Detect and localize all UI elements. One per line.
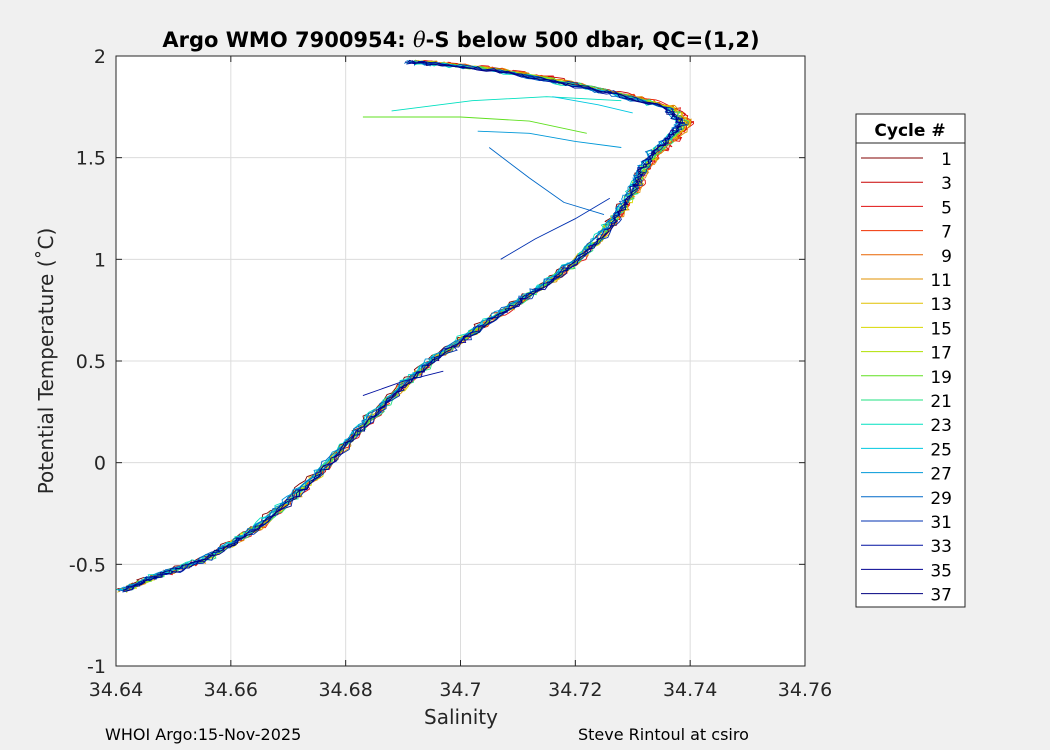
legend-label-cycle-13: 13 bbox=[930, 295, 952, 315]
legend-label-cycle-31: 31 bbox=[930, 513, 952, 533]
legend-label-cycle-15: 15 bbox=[930, 319, 952, 339]
x-tick-label: 34.68 bbox=[318, 679, 372, 701]
x-tick-label: 34.74 bbox=[663, 679, 717, 701]
legend-label-cycle-29: 29 bbox=[930, 489, 952, 509]
legend-label-cycle-7: 7 bbox=[941, 223, 952, 243]
series-excursion-cycle-23 bbox=[391, 96, 622, 112]
y-axis-label: Potential Temperature (˚C) bbox=[34, 228, 58, 495]
chart-title-prefix: Argo WMO 7900954: bbox=[162, 28, 413, 52]
legend-label-cycle-9: 9 bbox=[941, 247, 952, 267]
series-excursion-cycle-33 bbox=[362, 370, 444, 397]
legend-label-cycle-19: 19 bbox=[930, 368, 952, 388]
x-axis-label: Salinity bbox=[424, 705, 498, 729]
series-line-cycle-37 bbox=[123, 59, 683, 591]
series-lines bbox=[116, 59, 695, 593]
legend-label-cycle-25: 25 bbox=[930, 440, 952, 460]
series-excursion-cycle-27 bbox=[477, 130, 622, 148]
y-tick-label: 2 bbox=[94, 46, 106, 68]
grid-lines bbox=[116, 56, 805, 666]
legend-title: Cycle # bbox=[874, 121, 945, 141]
x-tick-label: 34.66 bbox=[204, 679, 258, 701]
x-tick-label: 34.7 bbox=[439, 679, 481, 701]
y-tick-label: -1 bbox=[87, 656, 106, 678]
y-tick-label: -0.5 bbox=[69, 554, 106, 576]
legend-box bbox=[855, 113, 966, 608]
x-tick-label: 34.76 bbox=[778, 679, 832, 701]
legend-label-cycle-23: 23 bbox=[930, 416, 952, 436]
series-excursion-cycle-31 bbox=[500, 197, 611, 260]
legend-label-cycle-5: 5 bbox=[941, 198, 952, 218]
series-excursion-cycle-25 bbox=[552, 96, 633, 114]
axis-ticks: 34.64 34.66 34.68 34.7 34.72 34.74 34.76 -1 -0.5… bbox=[69, 46, 832, 701]
x-tick-label: 34.72 bbox=[548, 679, 602, 701]
footer-source-date: WHOI Argo:15-Nov-2025 bbox=[105, 725, 302, 744]
legend-label-cycle-37: 37 bbox=[930, 586, 952, 606]
series-excursion-cycle-29 bbox=[488, 147, 605, 216]
legend-label-cycle-3: 3 bbox=[941, 174, 952, 194]
legend: Cycle # 13579111315171921232527293133353… bbox=[855, 113, 966, 608]
y-tick-label: 0.5 bbox=[76, 351, 106, 373]
legend-label-cycle-33: 33 bbox=[930, 537, 952, 557]
chart-title-suffix: -S below 500 dbar, QC=(1,2) bbox=[426, 28, 760, 52]
series-excursion-cycle-19 bbox=[362, 116, 587, 134]
legend-label-cycle-11: 11 bbox=[930, 271, 952, 291]
y-tick-label: 0 bbox=[94, 453, 106, 475]
legend-label-cycle-17: 17 bbox=[930, 344, 952, 364]
y-tick-label: 1 bbox=[94, 249, 106, 271]
chart-title: Argo WMO 7900954: θ-S below 500 dbar, QC… bbox=[162, 28, 759, 52]
legend-label-cycle-35: 35 bbox=[930, 561, 952, 581]
chart-title-theta: θ bbox=[413, 28, 426, 52]
legend-label-cycle-21: 21 bbox=[930, 392, 952, 412]
footer-credit: Steve Rintoul at csiro bbox=[578, 725, 749, 744]
legend-label-cycle-27: 27 bbox=[930, 465, 952, 485]
y-tick-label: 1.5 bbox=[76, 148, 106, 170]
legend-label-cycle-1: 1 bbox=[941, 150, 952, 170]
x-tick-label: 34.64 bbox=[89, 679, 143, 701]
